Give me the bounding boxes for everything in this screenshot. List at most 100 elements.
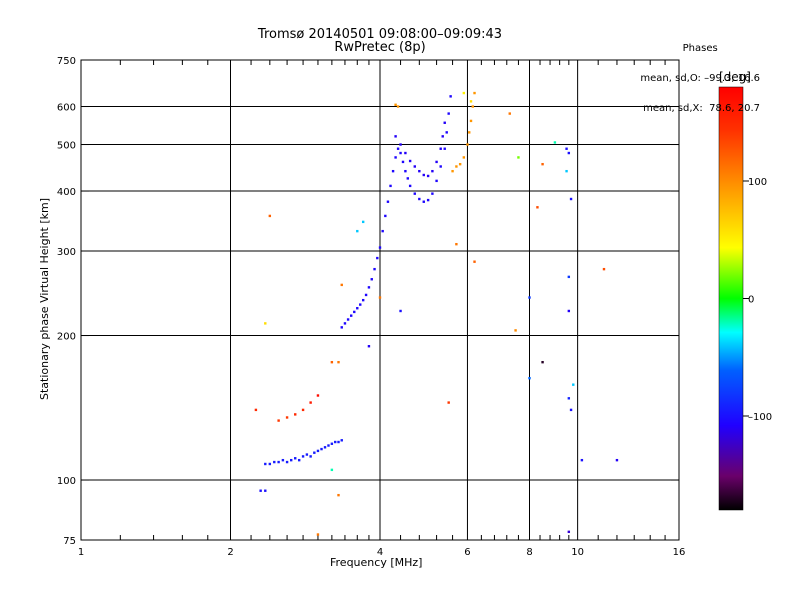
data-point (330, 442, 334, 445)
data-point (316, 394, 320, 397)
data-point (580, 458, 584, 462)
data-point (451, 169, 454, 173)
data-point (340, 283, 343, 287)
data-point (386, 200, 390, 203)
data-point (330, 360, 334, 364)
data-point (553, 141, 557, 144)
data-point (567, 309, 571, 313)
data-point (431, 169, 434, 173)
data-point (378, 246, 382, 249)
data-point (273, 460, 276, 464)
data-point (294, 457, 297, 460)
data-point (447, 401, 450, 404)
data-point (426, 174, 430, 178)
data-point (569, 197, 573, 201)
data-point (439, 147, 442, 150)
data-point (285, 416, 289, 419)
colorbar-unit-label: [deg] (719, 70, 751, 84)
data-point (399, 309, 402, 313)
series-o-mode-trace-upper-band- (394, 121, 446, 178)
data-point (399, 143, 402, 146)
x-tick-label: 1 (78, 547, 84, 558)
y-tick-label: 400 (57, 187, 76, 198)
data-point (264, 462, 267, 466)
data-point (514, 329, 517, 332)
data-points (254, 91, 619, 536)
data-point (473, 91, 476, 95)
x-tick-label: 4 (377, 547, 383, 558)
data-point (394, 103, 397, 106)
data-point (277, 460, 280, 464)
y-tick-label: 200 (57, 332, 76, 343)
data-point (567, 397, 571, 400)
data-point (367, 286, 371, 289)
y-tick-label: 300 (57, 247, 76, 258)
data-point (264, 322, 267, 325)
data-point (289, 458, 293, 462)
data-point (378, 296, 382, 299)
data-point (399, 151, 402, 155)
data-point (359, 303, 362, 306)
data-point (517, 156, 520, 159)
data-point (361, 220, 365, 224)
data-point (528, 376, 531, 380)
data-point (264, 489, 267, 492)
data-point (439, 165, 442, 168)
data-point (466, 143, 469, 146)
data-point (320, 447, 323, 451)
data-point (316, 449, 320, 453)
data-point (268, 214, 272, 218)
data-point (528, 296, 531, 299)
grid-lines (81, 60, 679, 540)
data-point (305, 453, 309, 456)
data-point (394, 135, 397, 138)
data-point (406, 177, 409, 180)
data-point (468, 131, 471, 134)
phases-heading: Phases (682, 43, 718, 54)
chart-subtitle: RwPretec (8p) (334, 40, 426, 55)
data-point (309, 401, 312, 404)
data-point (330, 468, 334, 472)
y-axis: 75 100 200 300 400 500 600 750 (57, 56, 679, 547)
data-point (471, 105, 474, 108)
data-point (447, 112, 450, 115)
data-point (455, 165, 458, 168)
data-point (268, 462, 272, 466)
x-tick-label: 10 (571, 547, 584, 558)
data-point (376, 256, 379, 260)
x-tick-label: 2 (227, 547, 233, 558)
plot-frame (80, 59, 680, 541)
data-point (396, 147, 400, 150)
data-point (370, 278, 373, 281)
data-point (469, 119, 473, 123)
data-point (384, 214, 387, 218)
data-point (356, 229, 359, 233)
data-point (381, 229, 384, 233)
data-point (536, 206, 539, 209)
data-point (297, 458, 301, 462)
data-point (431, 192, 434, 195)
data-point (435, 179, 438, 183)
x-tick-label: 6 (464, 547, 470, 558)
series-x-mode-trace (394, 91, 476, 173)
y-tick-label: 750 (57, 56, 76, 67)
data-point (349, 314, 353, 317)
data-point (389, 184, 392, 188)
data-point (615, 458, 619, 462)
x-axis-label: Frequency [MHz] (330, 556, 423, 569)
data-point (313, 451, 316, 454)
data-point (259, 489, 262, 492)
y-tick-label: 100 (57, 476, 76, 487)
data-point (353, 310, 356, 314)
data-point (337, 440, 340, 444)
data-point (254, 408, 258, 412)
data-point (422, 173, 425, 177)
x-tick-label: 8 (526, 547, 532, 558)
data-point (396, 105, 400, 108)
data-point (316, 533, 320, 536)
data-point (401, 160, 405, 164)
data-point (567, 151, 571, 155)
data-point (301, 408, 305, 412)
data-point (443, 147, 446, 150)
